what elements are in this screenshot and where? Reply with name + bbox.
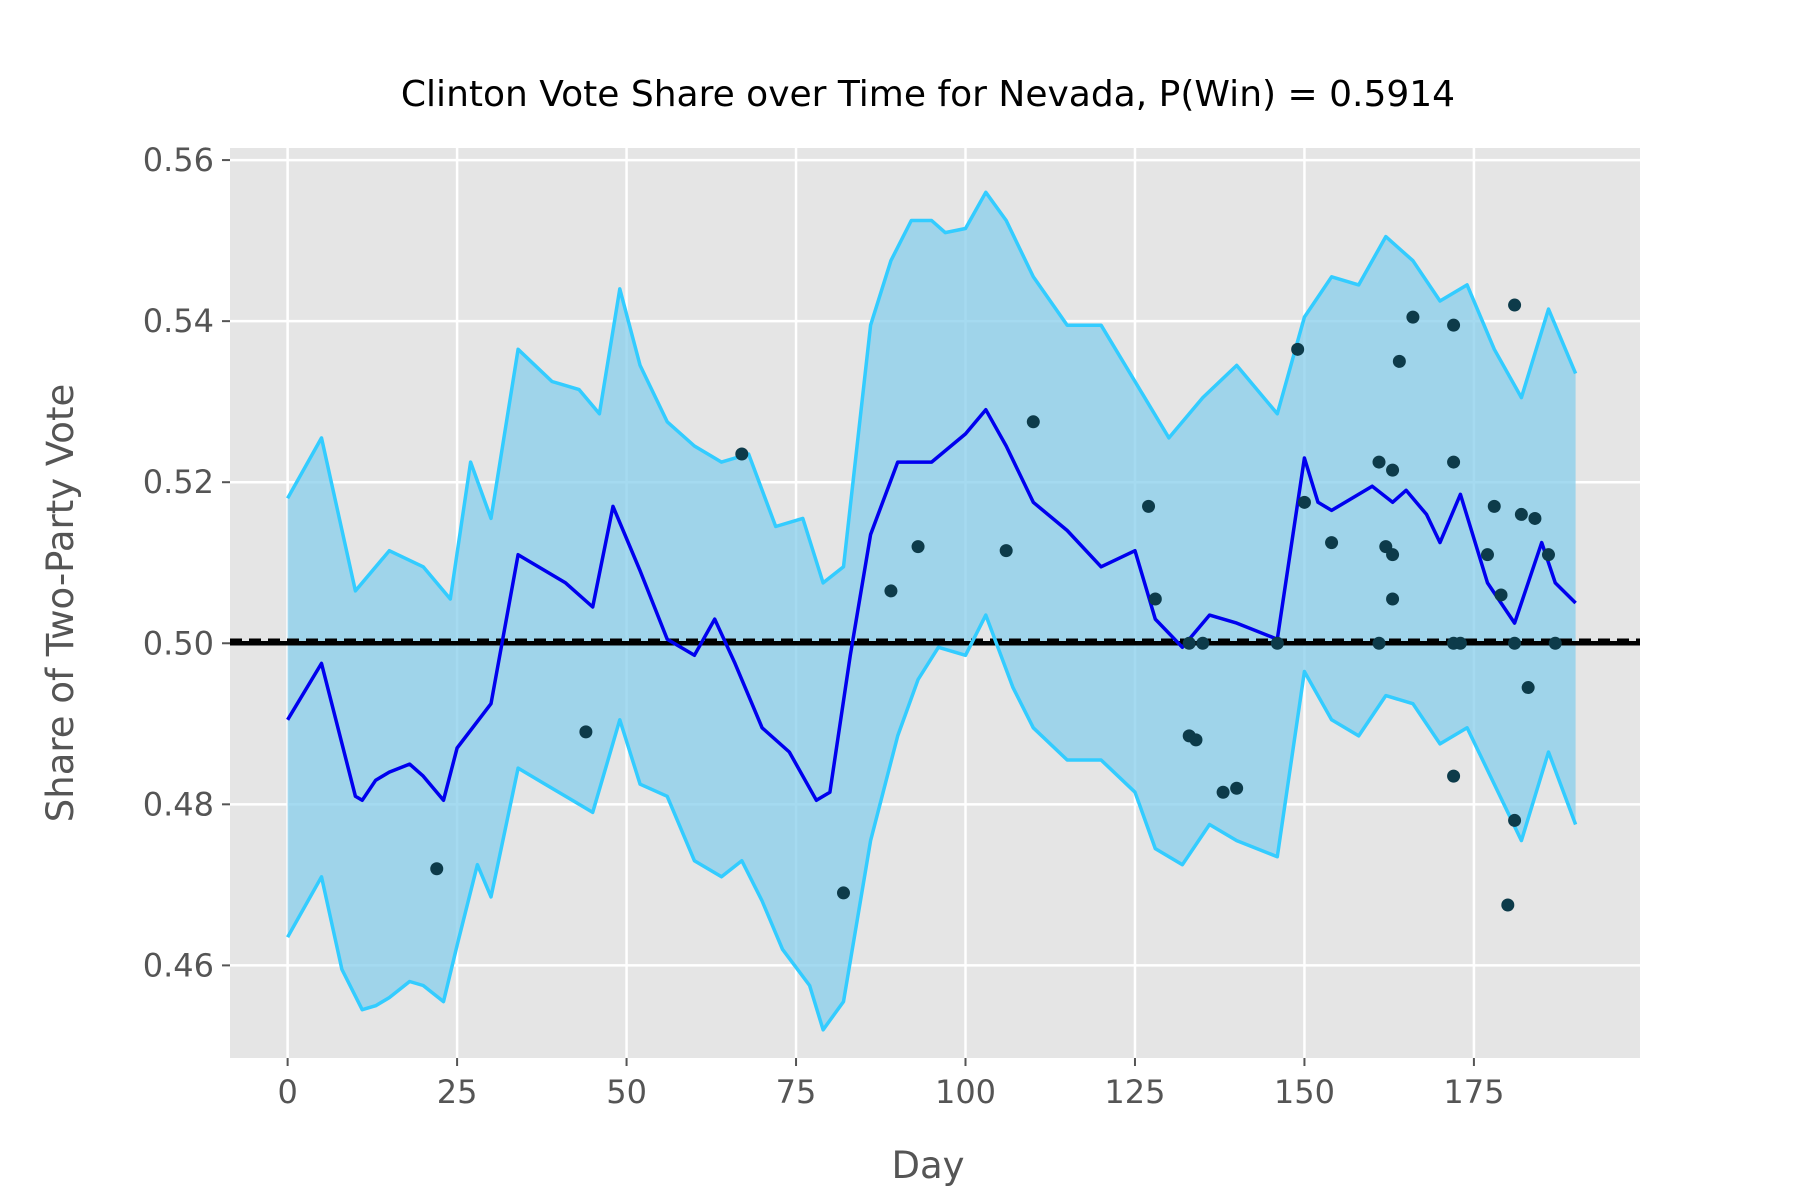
poll-point [1480,548,1494,562]
y-tick-label: 0.50 [143,624,214,662]
y-axis-label: Share of Two-Party Vote [39,384,82,822]
poll-point [1453,636,1467,650]
poll-point [430,862,444,876]
poll-point [1026,415,1040,429]
poll-point [1142,499,1156,513]
y-tick-label: 0.46 [143,946,214,984]
poll-point [1541,548,1555,562]
poll-point [1148,592,1162,606]
poll-point [1406,310,1420,324]
poll-point [911,540,925,554]
x-tick-label: 75 [776,1073,817,1111]
y-axis-ticks: 0.46 0.48 0.50 0.52 0.54 0.56 [143,141,230,984]
poll-point [1270,636,1284,650]
poll-point [1386,463,1400,477]
poll-point [1447,455,1461,469]
x-tick-label: 125 [1104,1073,1165,1111]
poll-point [1447,318,1461,332]
mean-vote-share-line [286,407,1577,803]
poll-point [1297,495,1311,509]
chart-title: Clinton Vote Share over Time for Nevada,… [401,74,1455,115]
x-tick-label: 50 [606,1073,647,1111]
x-tick-label: 0 [277,1073,297,1111]
poll-point [1189,733,1203,747]
poll-point [579,725,593,739]
poll-point [1487,499,1501,513]
y-tick-label: 0.48 [143,785,214,823]
poll-point [1386,592,1400,606]
poll-point [1501,898,1515,912]
poll-point [1386,548,1400,562]
poll-point [1182,636,1196,650]
lower-bound-line [286,613,1578,1032]
poll-point [1216,785,1230,799]
x-tick-label: 100 [935,1073,996,1111]
x-tick-label: 150 [1274,1073,1335,1111]
poll-point [836,886,850,900]
x-axis-label: Day [891,1144,964,1187]
poll-point [1325,536,1339,550]
poll-point [1494,588,1508,602]
x-tick-label: 25 [437,1073,478,1111]
y-tick-label: 0.52 [143,463,214,501]
poll-point [1291,342,1305,356]
poll-point [1508,636,1522,650]
y-tick-label: 0.54 [143,302,214,340]
poll-point [1372,636,1386,650]
reference-lines [230,638,1640,646]
poll-point [1514,507,1528,521]
x-tick-label: 175 [1443,1073,1504,1111]
confidence-band [287,192,1576,1030]
poll-points [430,298,1562,912]
y-tick-label: 0.56 [143,141,214,179]
poll-point [1508,813,1522,827]
poll-point [1230,781,1244,795]
poll-point [1521,681,1535,695]
poll-point [1196,636,1210,650]
poll-point [1528,511,1542,525]
poll-point [999,544,1013,558]
x-axis-ticks: 0 25 50 75 100 125 150 175 [277,1058,1504,1111]
poll-point [735,447,749,461]
poll-point [1372,455,1386,469]
poll-point [884,584,898,598]
poll-point [1392,354,1406,368]
poll-point [1548,636,1562,650]
upper-bound-line [286,190,1578,601]
poll-point [1508,298,1522,312]
poll-point [1447,769,1461,783]
